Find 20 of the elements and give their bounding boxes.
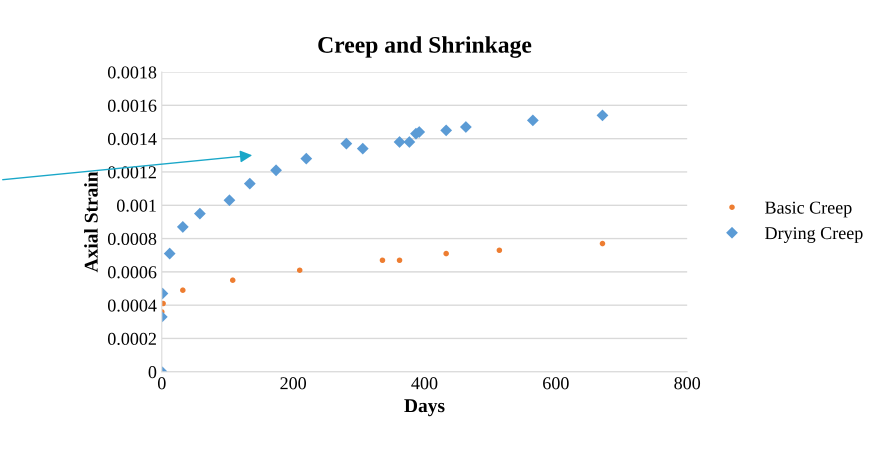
x-tick-label: 200: [280, 377, 306, 390]
legend-label: Basic Creep: [765, 202, 852, 218]
y-tick-label: 0.0012: [108, 166, 156, 178]
chart-title: Creep and Shrinkage: [318, 36, 532, 58]
y-tick-label: 0.0004: [108, 299, 157, 312]
y-tick-label: 0.0018: [108, 66, 156, 79]
y-tick-label: 0.0006: [108, 266, 156, 278]
y-tick-label: 0.0016: [108, 100, 156, 112]
y-tick-label: 0.0008: [108, 232, 156, 246]
y-tick-label: 0: [148, 366, 156, 378]
y-tick-label: 0.0002: [108, 332, 156, 346]
y-axis-title: Axial Strain: [84, 172, 98, 272]
x-tick-label: 800: [674, 377, 700, 390]
x-tick-label: 600: [543, 377, 569, 390]
y-tick-label: 0.001: [117, 200, 156, 212]
x-axis-title: Days: [404, 399, 445, 416]
x-tick-label: 0: [158, 377, 166, 390]
y-tick-label: 0.0014: [108, 132, 157, 146]
x-tick-label: 400: [411, 377, 438, 390]
legend-label: Drying Creep: [765, 227, 863, 243]
